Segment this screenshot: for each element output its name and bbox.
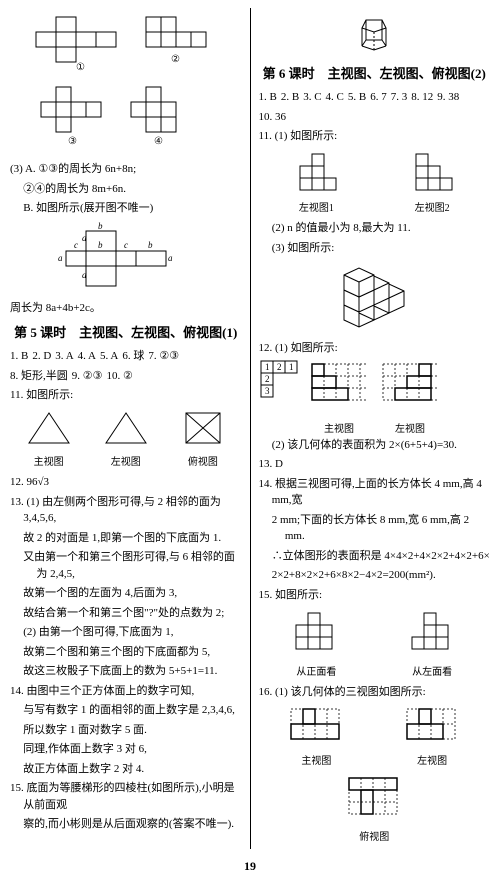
- svg-text:a: a: [82, 270, 87, 280]
- s5-q12: 12. 96√3: [10, 474, 242, 491]
- s5-q14e: 故正方体面上数字 2 对 4.: [23, 761, 241, 778]
- s5-q14c: 所以数字 1 面对数字 5 面.: [23, 722, 241, 739]
- s6-q15: 15. 如图所示:: [259, 587, 491, 604]
- s5-answers: 1. B 2. D 3. A 4. A 5. A 6. 球 7. ②③: [10, 348, 242, 365]
- s5-q13-2b: 故第二个图和第三个图的下底面都为 5,: [23, 644, 241, 661]
- page-number: 19: [10, 857, 490, 875]
- svg-text:1: 1: [289, 362, 294, 372]
- s6-q11-2: (2) n 的值最小为 8,最大为 11.: [272, 220, 490, 237]
- svg-text:a: a: [82, 233, 87, 243]
- fig-nets-1-2: ① ②: [10, 12, 242, 78]
- svg-text:①: ①: [76, 62, 85, 72]
- s5-q13-2c: 故这三枚骰子下底面上的数为 5+5+1=11.: [23, 663, 241, 680]
- svg-text:3: 3: [265, 386, 270, 396]
- q3-peri: 周长为 8a+4b+2c。: [10, 300, 242, 317]
- prism-icon: [259, 12, 491, 58]
- s6-view-top: 俯视图: [259, 773, 491, 846]
- s6-q14b: 2 mm;下面的长方体长 8 mm,宽 6 mm,高 2 mm.: [272, 512, 490, 545]
- svg-text:2: 2: [277, 362, 282, 372]
- right-column: 第 6 课时 主视图、左视图、俯视图(2) 1. B 2. B 3. C 4. …: [259, 8, 491, 849]
- num-grid: 12123: [259, 359, 301, 401]
- s5-views: 主视图 左视图 俯视图: [10, 408, 242, 471]
- column-divider: [250, 8, 251, 849]
- s6-q12-2: (2) 该几何体的表面积为 2×(6+5+4)=30.: [272, 437, 490, 454]
- section6-title: 第 6 课时 主视图、左视图、俯视图(2): [259, 64, 491, 84]
- s6-views-15: 从正面看 从左面看: [259, 607, 491, 680]
- s5-q15: 15. 底面为等腰梯形的四棱柱(如图所示),小明是从前面观: [10, 780, 242, 813]
- s6-q10: 10. 36: [259, 109, 491, 126]
- s5-q13-2: (2) 由第一个图可得,下底面为 1,: [23, 624, 241, 641]
- svg-text:②: ②: [171, 54, 180, 65]
- q3-a2: ②④的周长为 8m+6n.: [23, 181, 241, 198]
- fig-nets-3-4: ③ ④: [10, 82, 242, 158]
- svg-text:c: c: [124, 240, 128, 250]
- svg-text:c: c: [74, 240, 78, 250]
- s6-q14: 14. 根据三视图可得,上面的长方体长 4 mm,高 4 mm,宽: [259, 476, 491, 509]
- section5-title: 第 5 课时 主视图、左视图、俯视图(1): [10, 323, 242, 343]
- s5-q14: 14. 由图中三个正方体面上的数字可知,: [10, 683, 242, 700]
- s6-q11-1: 11. (1) 如图所示:: [259, 128, 491, 145]
- s5-q14b: 与写有数字 1 的面相邻的面上数字是 2,3,4,6,: [23, 702, 241, 719]
- s6-q13: 13. D: [259, 456, 491, 473]
- s5-q11: 11. 如图所示:: [10, 387, 242, 404]
- q3-a1: (3) A. ①③的周长为 6n+8n;: [10, 161, 242, 178]
- s5-q13-1e: 故结合第一个和第三个图"?"处的点数为 2;: [23, 605, 241, 622]
- s5-q13-1b: 故 2 的对面是 1,即第一个图的下底面为 1.: [23, 530, 241, 547]
- svg-text:a: a: [58, 253, 63, 263]
- s6-q14d: 2×2+8×2×2+6×8×2−4×2=200(mm²).: [272, 567, 490, 584]
- s5-q14d: 同理,作体面上数字 3 对 6,: [23, 741, 241, 758]
- s5-q13-1d: 故第一个图的左面为 4,后面为 3,: [23, 585, 241, 602]
- s6-q12-1: 12. (1) 如图所示:: [259, 340, 491, 357]
- svg-text:b: b: [148, 240, 153, 250]
- s6-q14c: ∴立体图形的表面积是 4×4×2+4×2×2+4×2+6×: [272, 548, 490, 565]
- svg-text:1: 1: [265, 362, 270, 372]
- s6-answers: 1. B 2. B 3. C 4. C 5. B 6. 7 7. 3 8. 12…: [259, 89, 491, 106]
- svg-text:③: ③: [68, 136, 77, 147]
- s6-views-11: 左视图1 左视图2: [259, 149, 491, 217]
- svg-text:a: a: [168, 253, 173, 263]
- left-column: ① ② ③ ④ (3) A. ①③的周长为 6n+8n; ②④的周长为 8m+6…: [10, 8, 242, 849]
- q3-b: B. 如图所示(展开图不唯一): [23, 200, 241, 217]
- s5-q13-1c: 又由第一个和第三个图形可得,与 6 相邻的面为 2,4,5,: [23, 549, 241, 582]
- s6-views-16: 主视图 左视图: [259, 704, 491, 769]
- s5-line2: 8. 矩形,半圆 9. ②③ 10. ②: [10, 368, 242, 385]
- svg-text:b: b: [98, 221, 103, 231]
- svg-text:2: 2: [265, 374, 270, 384]
- s6-q11-3: (3) 如图所示:: [272, 240, 490, 257]
- s6-q12-row: 12123 主视图 左视图: [259, 359, 491, 437]
- s5-q13-1: 13. (1) 由左侧两个图形可得,与 2 相邻的面为 3,4,5,6,: [10, 494, 242, 527]
- s5-q15b: 察的,而小彬则是从后面观察的(答案不唯一).: [23, 816, 241, 833]
- svg-text:b: b: [98, 240, 103, 250]
- fig-net-labeled: c b c b a a b a a: [10, 221, 242, 297]
- svg-text:④: ④: [154, 136, 163, 147]
- s6-q16: 16. (1) 该几何体的三视图如图所示:: [259, 684, 491, 701]
- iso-cubes: [259, 260, 491, 336]
